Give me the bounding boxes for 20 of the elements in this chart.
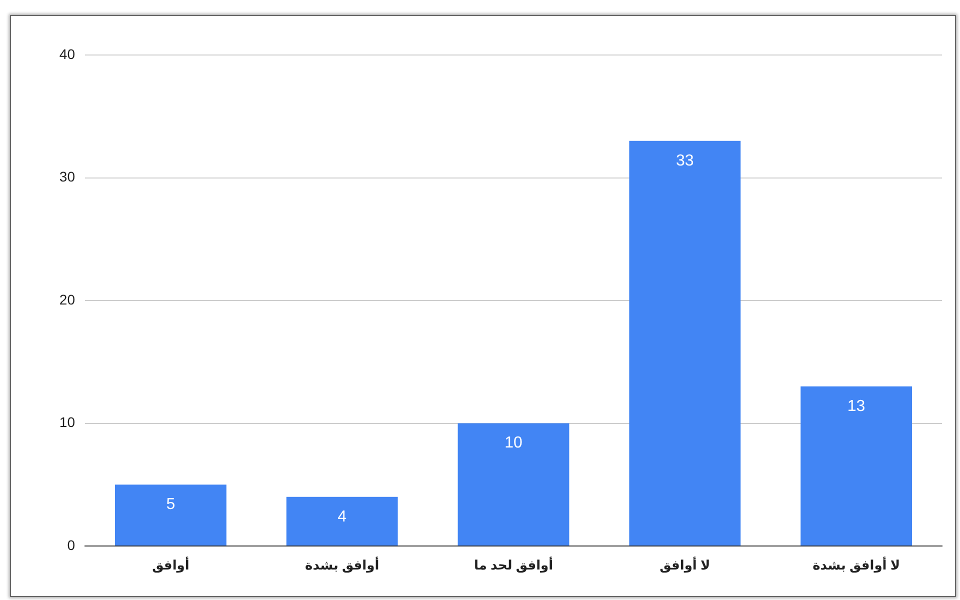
y-tick-label: 30 (59, 168, 76, 185)
bar (800, 386, 912, 546)
data-label: 4 (338, 508, 347, 526)
y-tick-label: 40 (59, 46, 76, 62)
bar (629, 140, 741, 546)
bar (286, 496, 398, 546)
data-label: 10 (504, 434, 522, 452)
x-tick-label: أوافق لحد ما (474, 556, 554, 574)
y-tick-label: 20 (59, 291, 76, 308)
x-tick-label: أوافق بشدة (305, 556, 380, 574)
bar (114, 484, 226, 546)
x-tick-label: أوافق (152, 556, 190, 574)
bar (458, 423, 570, 546)
data-label: 33 (676, 152, 694, 170)
data-label: 5 (166, 496, 176, 514)
x-tick-label: لا أوافق (660, 556, 710, 574)
x-tick-label: لا أوافق بشدة (812, 556, 900, 574)
data-label: 13 (847, 398, 866, 415)
y-tick-label: 0 (67, 536, 76, 553)
y-tick-label: 10 (59, 414, 76, 430)
